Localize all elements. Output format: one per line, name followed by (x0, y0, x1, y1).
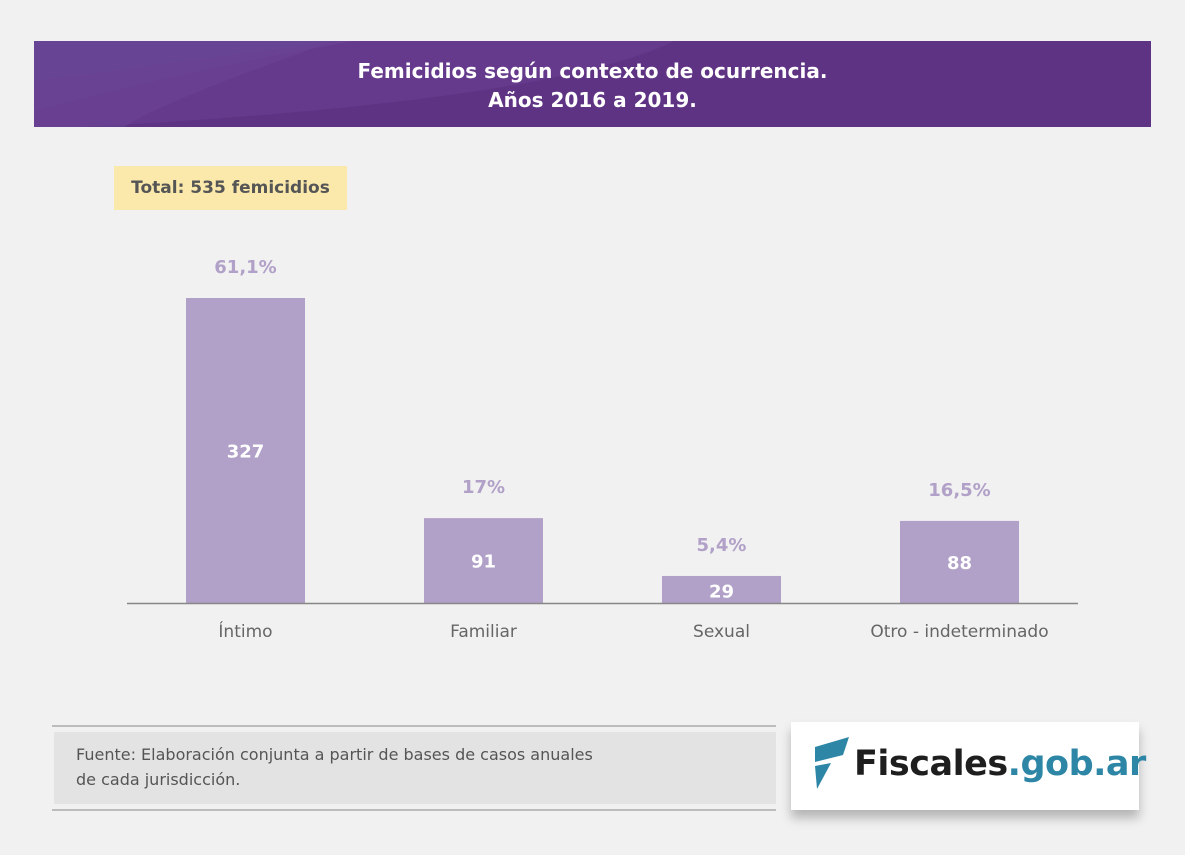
total-badge: Total: 535 femicidios (114, 166, 347, 210)
category-label: Familiar (450, 622, 517, 642)
fiscales-logo: Fiscales.gob.ar (791, 722, 1146, 810)
percent-label: 61,1% (214, 257, 276, 278)
chart-title: Femicidios según contexto de ocurrencia.… (34, 57, 1151, 115)
value-label: 29 (709, 581, 734, 602)
logo-text-fiscales: Fiscales (854, 744, 1008, 784)
bar-0 (186, 298, 305, 603)
bar-2 (662, 575, 781, 603)
value-label: 91 (471, 552, 496, 573)
value-label: 88 (947, 553, 972, 574)
percent-label: 16,5% (928, 480, 990, 501)
source-line-2: de cada jurisdicción. (76, 770, 241, 789)
bar-3 (900, 520, 1019, 603)
percent-label: 17% (462, 477, 505, 498)
source-note: Fuente: Elaboración conjunta a partir de… (52, 725, 776, 811)
bar-1 (424, 518, 543, 603)
category-label: Otro - indeterminado (870, 622, 1048, 642)
fiscales-flag-icon (815, 737, 849, 789)
percent-label: 5,4% (697, 535, 747, 556)
title-banner: Femicidios según contexto de ocurrencia.… (34, 41, 1151, 127)
source-line-1: Fuente: Elaboración conjunta a partir de… (76, 745, 593, 764)
category-label: Sexual (693, 622, 750, 642)
banner-decoration (34, 41, 674, 127)
category-label: Íntimo (218, 620, 272, 642)
title-line-1: Femicidios según contexto de ocurrencia. (357, 59, 828, 83)
value-label: 327 (227, 442, 265, 463)
title-line-2: Años 2016 a 2019. (488, 88, 697, 112)
logo-text-domain: .gob.ar (1007, 744, 1147, 784)
